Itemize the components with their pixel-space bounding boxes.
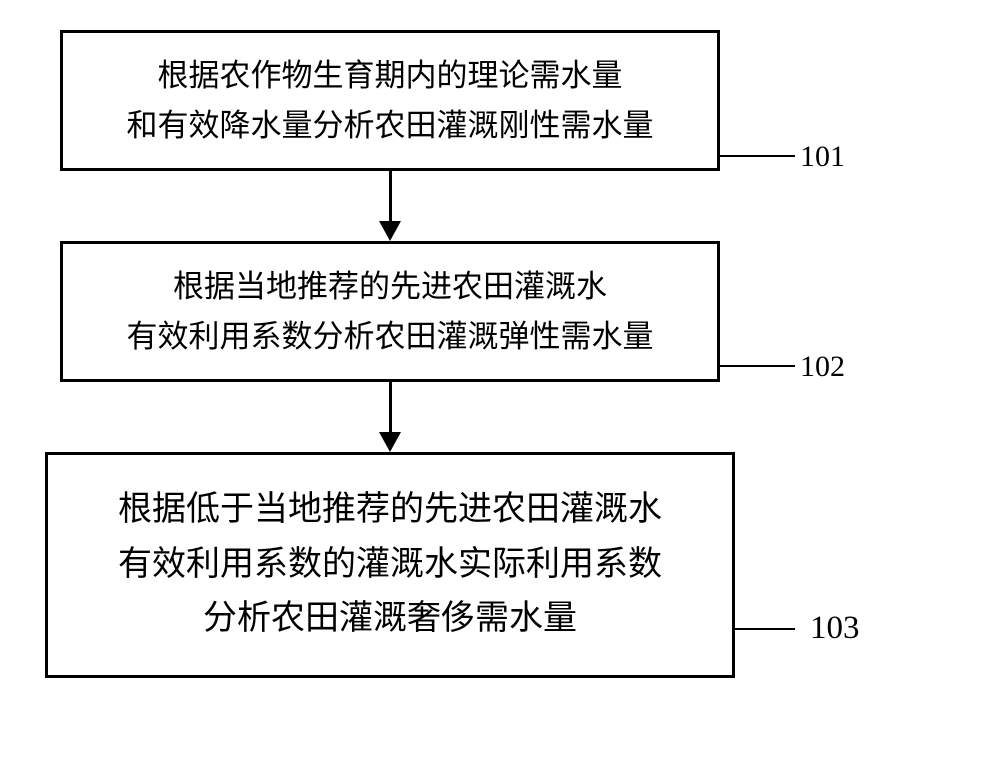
label-connector [735,628,795,630]
step-text: 根据当地推荐的先进农田灌溉水 [73,262,707,312]
arrow-down [60,171,720,241]
step-text: 根据农作物生育期内的理论需水量 [73,51,707,101]
step-label-101: 101 [800,140,845,174]
arrow-head-icon [379,432,401,452]
step-text: 有效利用系数的灌溉水实际利用系数 [58,538,722,592]
label-connector [720,155,795,157]
arrow-line [389,382,392,432]
arrow-down [60,382,720,452]
step-text: 和有效降水量分析农田灌溉刚性需水量 [73,101,707,151]
step-text: 分析农田灌溉奢侈需水量 [58,592,722,646]
arrow-line [389,171,392,221]
flow-step-102: 根据当地推荐的先进农田灌溉水 有效利用系数分析农田灌溉弹性需水量 [60,241,720,382]
step-label-102: 102 [800,350,845,384]
step-label-103: 103 [810,610,860,647]
flow-step-101: 根据农作物生育期内的理论需水量 和有效降水量分析农田灌溉刚性需水量 [60,30,720,171]
label-connector [720,365,795,367]
flow-step-103: 根据低于当地推荐的先进农田灌溉水 有效利用系数的灌溉水实际利用系数 分析农田灌溉… [45,452,735,677]
step-text: 有效利用系数分析农田灌溉弹性需水量 [73,312,707,362]
step-text: 根据低于当地推荐的先进农田灌溉水 [58,483,722,537]
arrow-head-icon [379,221,401,241]
